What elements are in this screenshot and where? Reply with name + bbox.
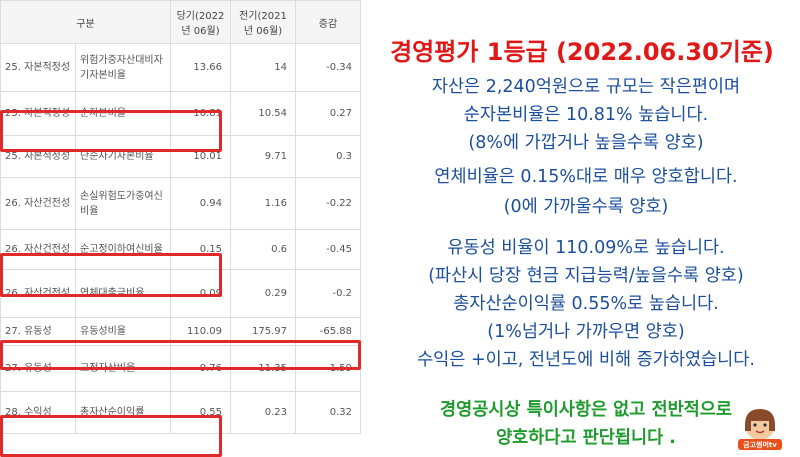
summary-line: 연체비율은 0.15%대로 매우 양호합니다.: [372, 163, 800, 188]
cell-change: 0.27: [296, 92, 361, 136]
header-category: 구분: [1, 1, 171, 44]
cell-previous: 10.54: [231, 92, 296, 136]
table-row: 26. 자산건전성 손실위험도가중여신비율 0.94 1.16 -0.22: [1, 178, 361, 230]
summary-line: 수익은 +이고, 전년도에 비해 증가하였습니다.: [372, 346, 800, 371]
header-change: 증감: [296, 1, 361, 44]
cell-current: 0.94: [171, 178, 231, 230]
cell-change: -0.2: [296, 270, 361, 318]
cell-previous: 0.23: [231, 392, 296, 434]
cell-change: -0.22: [296, 178, 361, 230]
highlight-box: [0, 415, 222, 457]
cell-previous: 14: [231, 44, 296, 92]
summary-line: 순자본비율은 10.81% 높습니다.: [372, 101, 800, 126]
summary-line: (1%넘거나 가까우면 양호): [372, 318, 800, 343]
summary-line: 총자산순이익률 0.55%로 높습니다.: [372, 290, 800, 315]
cell-previous: 0.6: [231, 230, 296, 270]
summary-panel: 경영평가 1등급 (2022.06.30기준) 자산은 2,240억원으로 규모…: [372, 0, 800, 457]
highlight-box: [0, 110, 222, 152]
channel-logo: 금고썸머tv: [734, 405, 786, 451]
cell-previous: 1.16: [231, 178, 296, 230]
summary-line: 유동성 비율이 110.09%로 높습니다.: [372, 234, 800, 259]
cell-previous: 0.29: [231, 270, 296, 318]
highlight-box: [0, 253, 222, 297]
cell-item: 손실위험도가중여신비율: [76, 178, 171, 230]
summary-line: 자산은 2,240억원으로 규모는 작은편이며: [372, 73, 800, 98]
cell-current: 13.66: [171, 44, 231, 92]
cell-change: -0.45: [296, 230, 361, 270]
summary-line: (8%에 가깝거나 높을수록 양호): [372, 129, 800, 154]
header-previous: 전기(2021년 06월): [231, 1, 296, 44]
cell-category: 25. 자본적정성: [1, 44, 76, 92]
cell-previous: 9.71: [231, 136, 296, 178]
summary-line: (파산시 당장 현금 지급능력/높을수록 양호): [372, 262, 800, 287]
financial-ratio-table-panel: 구분 당기(2022년 06월) 전기(2021년 06월) 증감 25. 자본…: [0, 0, 368, 457]
logo-text: 금고썸머tv: [738, 440, 782, 450]
table-header-row: 구분 당기(2022년 06월) 전기(2021년 06월) 증감: [1, 1, 361, 44]
cell-category: 26. 자산건전성: [1, 178, 76, 230]
cell-change: 0.3: [296, 136, 361, 178]
cell-change: 0.32: [296, 392, 361, 434]
table-body: 25. 자본적정성 위험가중자산대비자기자본비율 13.66 14 -0.34 25. 자…: [1, 44, 361, 434]
table-row: 25. 자본적정성 위험가중자산대비자기자본비율 13.66 14 -0.34: [1, 44, 361, 92]
summary-line: (0에 가까울수록 양호): [372, 193, 800, 218]
cell-item: 위험가중자산대비자기자본비율: [76, 44, 171, 92]
header-current: 당기(2022년 06월): [171, 1, 231, 44]
highlight-box: [0, 340, 361, 370]
cell-change: -0.34: [296, 44, 361, 92]
summary-title: 경영평가 1등급 (2022.06.30기준): [372, 32, 792, 67]
